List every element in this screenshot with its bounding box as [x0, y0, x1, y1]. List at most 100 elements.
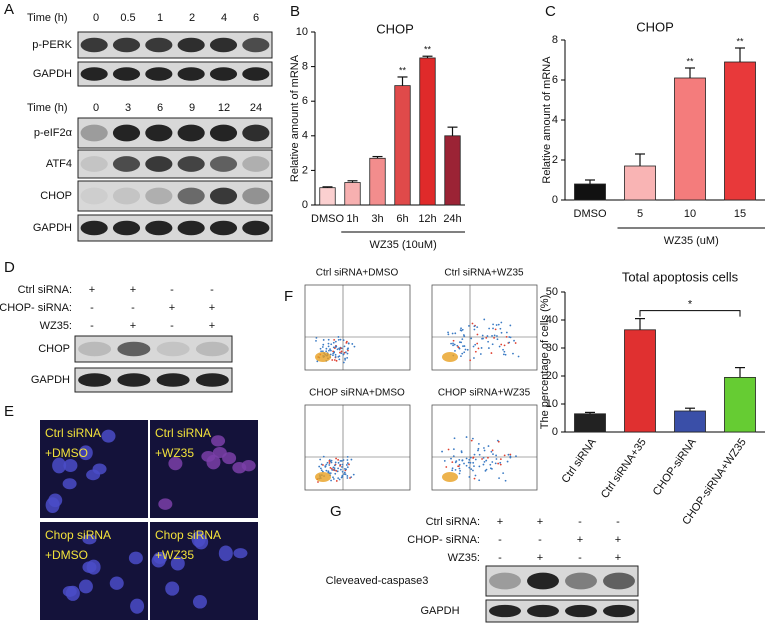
significance: ** [686, 56, 694, 66]
event-dot [339, 347, 342, 350]
panel-letter: B [290, 3, 300, 20]
event-dot [492, 453, 494, 456]
event-dot [343, 473, 346, 475]
event-dot [483, 318, 486, 321]
row-label: p-PERK [32, 39, 72, 51]
event-dot [450, 457, 452, 460]
event-dot [476, 326, 479, 329]
event-dot [469, 456, 472, 459]
event-dot [350, 458, 353, 461]
y-tick-label: 2 [552, 154, 558, 166]
condition-sign: + [537, 552, 543, 564]
blot-band [242, 220, 270, 236]
event-dot [466, 348, 469, 351]
event-dot [319, 467, 322, 470]
event-dot [485, 468, 488, 471]
event-dot [460, 355, 462, 358]
event-dot [330, 343, 333, 346]
event-dot [322, 464, 324, 466]
time-label: Time (h) [27, 102, 68, 114]
event-dot [335, 359, 338, 362]
event-dot [494, 462, 497, 465]
y-tick-label: 6 [302, 95, 308, 107]
event-dot [346, 462, 349, 464]
event-dot [337, 458, 340, 461]
event-dot [335, 470, 338, 472]
image-caption: +DMSO [45, 548, 88, 562]
event-dot [499, 458, 502, 461]
blot-strip [77, 180, 273, 212]
event-dot [330, 461, 333, 464]
condition-label: Ctrl siRNA: [18, 284, 72, 296]
event-dot [468, 458, 471, 461]
event-dot [461, 459, 464, 462]
panel-letter: D [4, 259, 15, 276]
event-dot [451, 469, 454, 472]
blot-band [117, 373, 151, 387]
event-dot [458, 467, 461, 470]
event-dot [505, 331, 508, 334]
event-dense [442, 352, 458, 362]
bar [674, 77, 706, 201]
event-dot [499, 327, 502, 330]
blot-band [209, 156, 238, 172]
nucleus [101, 429, 116, 443]
event-dot [493, 337, 495, 339]
blot-band [145, 220, 173, 236]
significance-bracket [639, 310, 741, 317]
blot-band [145, 187, 173, 205]
nucleus [192, 595, 207, 609]
event-dot [509, 324, 512, 327]
blot-band [603, 572, 635, 590]
event-dot [334, 472, 337, 475]
event-dot [513, 339, 515, 342]
y-tick-label: 2 [302, 164, 308, 176]
event-dot [492, 323, 494, 326]
event-dot [330, 349, 332, 352]
nucleus [62, 478, 77, 490]
event-dot [453, 343, 456, 346]
event-dot [333, 338, 336, 341]
y-tick-label: 30 [546, 342, 558, 354]
blot-band [177, 67, 205, 81]
bar [574, 183, 606, 201]
nucleus [128, 551, 143, 565]
event-dense [442, 472, 458, 482]
event-dot [481, 458, 483, 460]
event-dot [324, 465, 327, 468]
event-dot [473, 328, 476, 331]
event-dot [486, 335, 489, 337]
image-caption: Chop siRNA [155, 528, 221, 542]
event-dot [346, 477, 349, 479]
event-dot [471, 437, 474, 440]
condition-sign: - [616, 516, 620, 528]
bar [369, 157, 386, 206]
nucleus [211, 435, 226, 447]
y-tick-label: 50 [546, 286, 558, 298]
event-dot [447, 333, 450, 336]
chart-title: CHOP [376, 21, 414, 36]
event-dot [498, 345, 501, 348]
x-tick-label: 15 [734, 208, 746, 220]
nucleus [151, 554, 166, 568]
condition-sign: - [578, 552, 582, 564]
flow-title: CHOP siRNA+WZ35 [438, 388, 531, 399]
bar [724, 61, 756, 201]
event-dot [331, 359, 334, 361]
nucleus [158, 498, 173, 510]
condition-sign: - [498, 534, 502, 546]
row-label: GAPDH [33, 68, 72, 80]
nucleus [165, 581, 180, 596]
nucleus [232, 461, 247, 474]
event-dot [347, 342, 350, 345]
panel-letter: E [4, 403, 14, 420]
event-dot [458, 472, 461, 475]
blot-strip [74, 335, 233, 363]
event-dot [346, 352, 349, 355]
condition-sign: + [89, 284, 95, 296]
event-dot [509, 453, 512, 456]
event-dot [338, 358, 341, 361]
event-dot [454, 332, 457, 335]
event-dot [485, 336, 488, 339]
blot-band [603, 604, 635, 618]
